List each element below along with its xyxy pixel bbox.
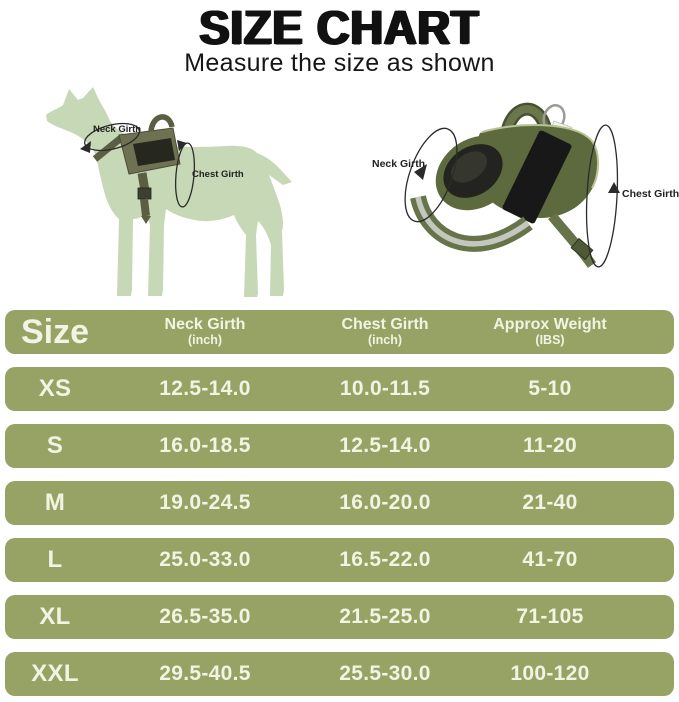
chest-girth-cell: 10.0-11.5 — [339, 377, 431, 400]
chest-girth-cell: 25.5-30.0 — [339, 662, 431, 685]
col-header-approx-weight: Approx Weight (IBS) — [493, 316, 607, 347]
size-cell: M — [44, 489, 66, 516]
neck-girth-cell: 19.0-24.5 — [159, 491, 251, 514]
dog-silhouette-image — [46, 87, 292, 297]
size-cell: S — [46, 432, 64, 459]
arrow-icon — [80, 141, 91, 153]
chest-girth-cell: 12.5-14.0 — [339, 434, 431, 457]
size-cell: L — [47, 546, 63, 573]
neck-girth-label: Neck Girth — [372, 158, 425, 170]
harness-photo-diagram: Neck Girth Chest Girth — [372, 102, 679, 268]
adjuster-buckle — [570, 237, 594, 261]
size-cell: XXL — [31, 660, 79, 687]
measurement-figures: Neck Girth Chest Girth — [0, 85, 679, 300]
table-row-xs: XS 12.5-14.0 10.0-11.5 5-10 — [5, 367, 674, 411]
weight-cell: 21-40 — [522, 491, 578, 514]
belly-strap — [548, 212, 597, 268]
weight-cell: 5-10 — [528, 377, 572, 400]
chest-girth-ellipse — [585, 124, 619, 268]
neck-girth-cell: 12.5-14.0 — [159, 377, 251, 400]
chest-girth-cell: 16.5-22.0 — [339, 548, 431, 571]
arrow-icon — [414, 164, 427, 180]
weight-cell: 11-20 — [522, 434, 578, 457]
buckle-icon — [137, 187, 152, 200]
chest-girth-cell: 16.0-20.0 — [339, 491, 431, 514]
reflective-stripe — [415, 196, 530, 247]
page-title: SIZE CHART — [199, 0, 480, 55]
weight-cell: 100-120 — [510, 662, 590, 685]
harness-product-image — [410, 102, 599, 268]
weight-cell: 41-70 — [522, 548, 578, 571]
chest-girth-label: Chest Girth — [622, 188, 679, 200]
neck-girth-ellipse — [404, 127, 458, 223]
neck-girth-cell: 29.5-40.5 — [159, 662, 251, 685]
neck-girth-ellipse — [84, 122, 140, 152]
arrow-icon — [608, 182, 620, 193]
neck-girth-cell: 25.0-33.0 — [159, 548, 251, 571]
size-cell: XL — [39, 603, 71, 630]
col-header-size: Size — [20, 312, 90, 351]
size-cell: XS — [38, 375, 72, 402]
table-row-m: M 19.0-24.5 16.0-20.0 21-40 — [5, 481, 674, 525]
dog-measure-diagram: Neck Girth Chest Girth — [46, 87, 292, 297]
velcro-patch — [502, 130, 572, 224]
page-subtitle: Measure the size as shown — [184, 49, 495, 77]
neck-girth-label: Neck Girth — [93, 124, 141, 135]
chest-girth-arc — [174, 142, 196, 208]
table-row-s: S 16.0-18.5 12.5-14.0 11-20 — [5, 424, 674, 468]
table-row-xxl: XXL 29.5-40.5 25.5-30.0 100-120 — [5, 652, 674, 696]
size-table: Size Neck Girth (inch) Chest Girth (inch… — [5, 310, 674, 696]
table-row-l: L 25.0-33.0 16.5-22.0 41-70 — [5, 538, 674, 582]
chest-girth-cell: 21.5-25.0 — [339, 605, 431, 628]
col-header-chest-girth: Chest Girth (inch) — [341, 316, 429, 347]
header-block: SIZE CHART Measure the size as shown — [0, 0, 679, 85]
table-row-xl: XL 26.5-35.0 21.5-25.0 71-105 — [5, 595, 674, 639]
table-header-row: Size Neck Girth (inch) Chest Girth (inch… — [5, 310, 674, 354]
col-header-neck-girth: Neck Girth (inch) — [164, 316, 246, 347]
weight-cell: 71-105 — [516, 605, 584, 628]
neck-girth-cell: 26.5-35.0 — [159, 605, 251, 628]
arrow-icon — [177, 140, 187, 151]
neck-girth-cell: 16.0-18.5 — [159, 434, 251, 457]
handle-strap — [148, 114, 175, 132]
chest-girth-label: Chest Girth — [192, 169, 244, 180]
